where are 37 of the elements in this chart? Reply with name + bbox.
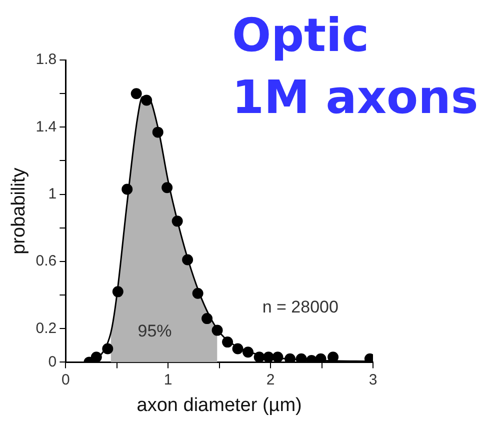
annotation: 95%: [138, 322, 172, 341]
point: [254, 352, 265, 362]
point: [172, 216, 183, 227]
point: [192, 288, 204, 299]
point: [242, 346, 254, 358]
y-tick-label: 1.4: [36, 118, 57, 136]
point: [152, 126, 164, 138]
x-tick-label: 1: [164, 371, 172, 388]
point: [232, 343, 244, 354]
point: [212, 324, 223, 336]
point: [112, 286, 124, 298]
annotation: n = 28000: [262, 297, 338, 316]
x-tick-label: 2: [266, 371, 275, 388]
point: [222, 336, 234, 348]
y-tick-label: 0: [48, 353, 57, 370]
x-tick-label: 3: [368, 371, 378, 388]
y-axis-title: probability: [8, 167, 30, 254]
y-tick-label: 0.2: [36, 320, 57, 337]
chart-title: Optic 1M axons: [232, 7, 478, 126]
point: [263, 352, 274, 362]
point: [315, 353, 326, 362]
x-tick-label: 0: [61, 371, 70, 388]
point: [130, 88, 142, 100]
x-axis-title: axon diameter (µm): [136, 394, 302, 416]
y-tick-label: 1.8: [36, 51, 57, 68]
y-tick-label: 1: [48, 185, 57, 202]
point: [182, 254, 194, 266]
point: [122, 184, 133, 195]
point: [202, 313, 213, 324]
point: [141, 94, 152, 106]
point: [102, 343, 114, 354]
point: [272, 352, 284, 362]
point: [162, 182, 173, 194]
point: [284, 353, 296, 362]
point: [90, 352, 102, 362]
point: [296, 353, 307, 362]
y-tick-label: 0.6: [36, 252, 57, 270]
